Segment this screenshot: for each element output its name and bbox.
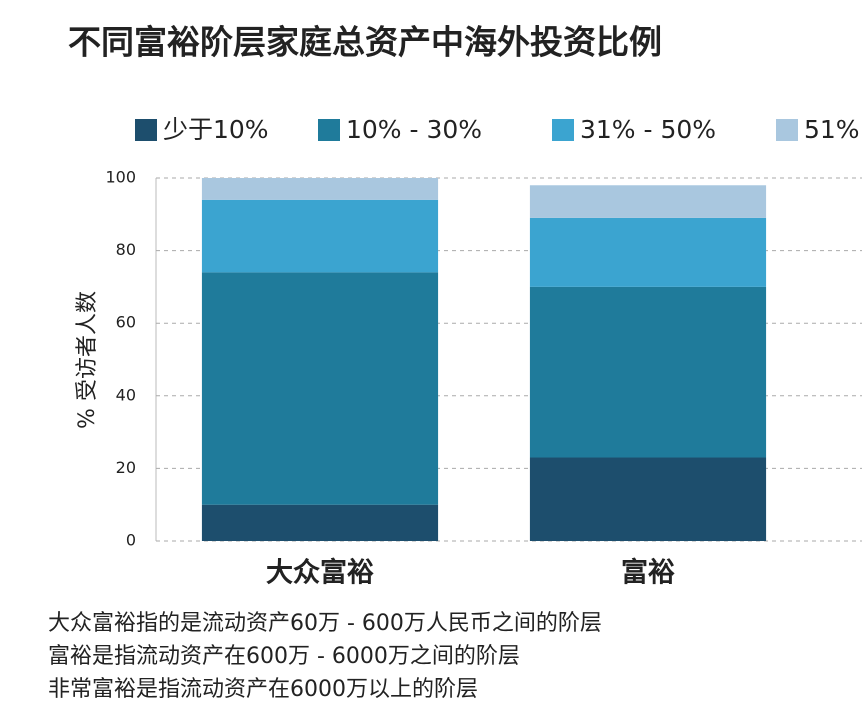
legend-swatch bbox=[552, 119, 574, 141]
legend-label: 少于10% bbox=[163, 115, 269, 144]
bar-segment bbox=[201, 199, 439, 273]
legend-label: 31% - 50% bbox=[580, 115, 716, 144]
x-tick-label: 大众富裕 bbox=[266, 557, 374, 589]
bar-segment bbox=[201, 178, 439, 200]
legend-swatch bbox=[776, 119, 798, 141]
legend-label: 10% - 30% bbox=[346, 115, 482, 144]
bar-segment bbox=[529, 286, 767, 458]
note: 富裕是指流动资产在600万 - 6000万之间的阶层 bbox=[48, 644, 520, 669]
legend-swatch bbox=[135, 119, 157, 141]
y-tick-label: 80 bbox=[116, 240, 136, 259]
y-tick-label: 20 bbox=[116, 458, 136, 477]
legend-label: 51% bbox=[804, 115, 860, 144]
y-tick-label: 100 bbox=[105, 168, 136, 187]
chart-title: 不同富裕阶层家庭总资产中海外投资比例 bbox=[68, 23, 662, 62]
bar-segment bbox=[529, 457, 767, 541]
note: 大众富裕指的是流动资产60万 - 600万人民币之间的阶层 bbox=[48, 611, 602, 636]
note: 非常富裕是指流动资产在6000万以上的阶层 bbox=[48, 677, 478, 702]
bar-segment bbox=[201, 504, 439, 541]
y-tick-label: 40 bbox=[116, 385, 136, 404]
y-tick-label: 0 bbox=[126, 531, 136, 550]
bar-segment bbox=[529, 217, 767, 287]
legend-swatch bbox=[318, 119, 340, 141]
y-axis-label: % 受访者人数 bbox=[75, 291, 100, 429]
bar-segment bbox=[529, 185, 767, 218]
bar-segment bbox=[201, 272, 439, 505]
x-tick-label: 富裕 bbox=[621, 557, 675, 589]
y-tick-label: 60 bbox=[116, 313, 136, 332]
